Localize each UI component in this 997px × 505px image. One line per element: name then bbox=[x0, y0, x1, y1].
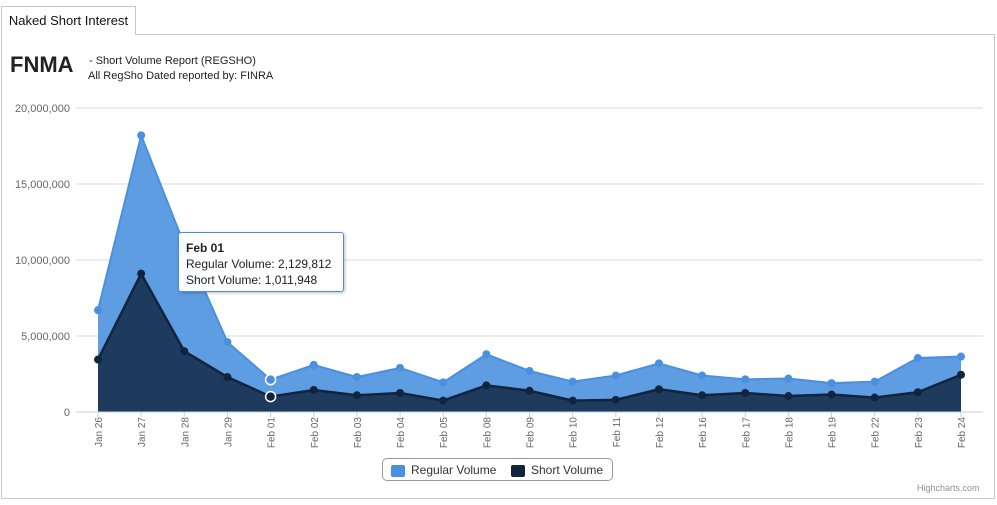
x-tick-label: Feb 03 bbox=[353, 417, 364, 449]
x-tick-label: Jan 28 bbox=[180, 417, 191, 447]
short-volume-point bbox=[654, 385, 663, 394]
regular-volume-point bbox=[525, 366, 534, 375]
short-volume-point bbox=[264, 390, 277, 403]
short-volume-point bbox=[396, 389, 405, 397]
legend-item-short[interactable]: Short Volume bbox=[511, 463, 603, 477]
y-axis: 0 5,000,000 10,000,000 15,000,000 20,000,000 bbox=[15, 103, 70, 419]
regular-volume-point bbox=[223, 338, 232, 347]
x-tick-label: Jan 26 bbox=[94, 417, 105, 447]
short-volume-point bbox=[352, 391, 361, 400]
x-tick-label: Jan 27 bbox=[137, 417, 148, 447]
regular-volume-point bbox=[870, 377, 879, 386]
short-volume-point bbox=[439, 396, 448, 405]
x-tick-label: Feb 02 bbox=[310, 417, 321, 449]
regular-volume-point bbox=[611, 371, 620, 380]
highcharts-credits[interactable]: Highcharts.com bbox=[917, 483, 980, 493]
x-tick-label: Feb 19 bbox=[828, 417, 839, 449]
regular-volume-point bbox=[137, 131, 146, 140]
short-volume-point bbox=[698, 391, 707, 400]
y-tick-label: 20,000,000 bbox=[15, 103, 70, 115]
x-tick-label: Jan 29 bbox=[223, 417, 234, 447]
tooltip-date: Feb 01 bbox=[186, 241, 225, 255]
short-volume-point bbox=[741, 389, 750, 397]
regular-volume-point bbox=[741, 375, 750, 384]
legend-label-short: Short Volume bbox=[531, 463, 604, 477]
regular-volume-point bbox=[94, 306, 102, 315]
legend-swatch-regular bbox=[391, 464, 405, 477]
regular-volume-point bbox=[957, 352, 965, 361]
short-volume-point bbox=[180, 347, 189, 356]
short-volume-point bbox=[913, 388, 922, 397]
report-subtitle: - Short Volume Report (REGSHO) bbox=[89, 55, 256, 67]
chart-legend: Regular Volume Short Volume bbox=[382, 458, 613, 481]
tab-naked-short-interest[interactable]: Naked Short Interest bbox=[1, 6, 136, 35]
x-tick-label: Feb 11 bbox=[612, 417, 623, 448]
x-tick-label: Feb 16 bbox=[698, 417, 709, 449]
regular-volume-point bbox=[482, 350, 491, 359]
x-tick-label: Feb 18 bbox=[784, 417, 795, 449]
regular-volume-point bbox=[827, 379, 836, 388]
regular-volume-point bbox=[396, 363, 405, 372]
x-axis: Jan 26 Jan 27 Jan 28 Jan 29 Feb 01 Feb 02 Feb … bbox=[76, 411, 983, 449]
short-volume-point bbox=[827, 390, 836, 399]
y-tick-label: 15,000,000 bbox=[15, 179, 70, 191]
short-volume-point bbox=[870, 393, 879, 402]
regular-volume-point bbox=[654, 359, 663, 368]
y-tick-label: 5,000,000 bbox=[21, 331, 70, 343]
regular-volume-point bbox=[568, 377, 577, 386]
short-volume-point bbox=[94, 355, 102, 364]
regular-volume-point bbox=[352, 373, 361, 382]
legend-item-regular[interactable]: Regular Volume bbox=[391, 463, 496, 477]
short-volume-point bbox=[223, 373, 232, 382]
short-volume-point bbox=[137, 269, 146, 278]
short-volume-point bbox=[568, 396, 577, 405]
legend-swatch-short bbox=[511, 464, 525, 477]
regular-volume-point bbox=[439, 378, 448, 387]
short-volume-point bbox=[957, 370, 965, 379]
ticker-symbol: FNMA bbox=[10, 52, 74, 77]
regular-volume-point bbox=[264, 373, 277, 386]
short-volume-point bbox=[784, 392, 793, 401]
short-volume-point bbox=[525, 386, 534, 395]
tooltip-short-volume: Short Volume: 1,011,948 bbox=[186, 273, 318, 287]
short-volume-point bbox=[611, 395, 620, 404]
x-tick-label: Feb 17 bbox=[741, 417, 752, 449]
x-tick-label: Feb 23 bbox=[914, 417, 925, 449]
x-tick-label: Feb 10 bbox=[569, 417, 580, 449]
x-tick-label: Feb 01 bbox=[267, 417, 278, 449]
tooltip-regular-volume: Regular Volume: 2,129,812 bbox=[186, 257, 332, 271]
y-tick-label: 0 bbox=[64, 407, 70, 419]
short-volume-point bbox=[309, 385, 318, 394]
x-tick-label: Feb 24 bbox=[957, 417, 968, 449]
x-tick-label: Feb 05 bbox=[439, 417, 450, 449]
regular-volume-point bbox=[913, 354, 922, 363]
legend-label-regular: Regular Volume bbox=[411, 463, 497, 477]
report-source: All RegSho Dated reported by: FINRA bbox=[88, 70, 274, 82]
regular-volume-point bbox=[698, 371, 707, 380]
data-tooltip: Feb 01 Regular Volume: 2,129,812 Short V… bbox=[178, 232, 344, 292]
x-tick-label: Feb 12 bbox=[655, 417, 666, 449]
y-tick-label: 10,000,000 bbox=[15, 255, 70, 267]
regular-volume-point bbox=[309, 360, 318, 369]
x-tick-label: Feb 04 bbox=[396, 417, 407, 449]
x-tick-label: Feb 08 bbox=[482, 417, 493, 449]
x-tick-label: Feb 22 bbox=[871, 417, 882, 449]
x-tick-label: Feb 09 bbox=[526, 417, 537, 449]
short-volume-point bbox=[482, 381, 491, 390]
regular-volume-point bbox=[784, 374, 793, 383]
